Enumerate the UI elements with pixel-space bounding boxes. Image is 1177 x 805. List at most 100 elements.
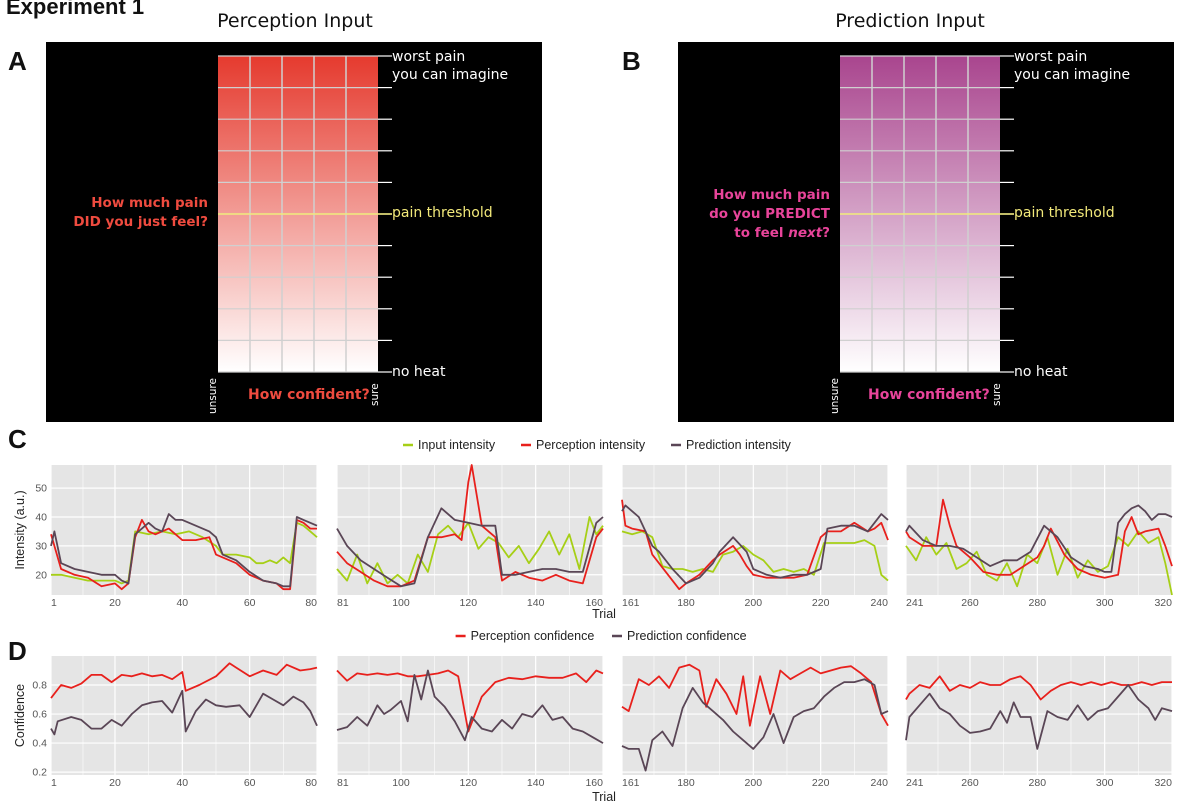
confidence-x-axis-label: Trial bbox=[592, 790, 616, 804]
intensity-y-axis-label: Intensity (a.u.) bbox=[13, 490, 27, 569]
prediction-question: How much pain do you PREDICT to feel nex… bbox=[709, 187, 830, 241]
experiment-title: Experiment 1 bbox=[6, 0, 145, 19]
series-line-perception-intensity bbox=[336, 464, 604, 588]
legend-label: Prediction confidence bbox=[627, 629, 747, 643]
x-tick-label: 20 bbox=[109, 597, 121, 609]
x-tick-label: 300 bbox=[1096, 777, 1114, 789]
x-tick-label: 1 bbox=[51, 597, 57, 609]
prediction-input-screen: worst pain you can imagine pain threshol… bbox=[678, 42, 1174, 422]
panel-letter-a: A bbox=[8, 46, 27, 76]
panel-letter-d: D bbox=[8, 636, 27, 666]
x-tick-label: 161 bbox=[622, 597, 640, 609]
confidence-panel-1: 1 20 40 60 80 0.2 0.4 0.6 0.8 bbox=[32, 656, 318, 789]
x-tick-label: 300 bbox=[1096, 597, 1114, 609]
plot-background bbox=[337, 656, 603, 775]
confidence-prompt: How confident? bbox=[868, 387, 990, 403]
x-tick-label: 220 bbox=[812, 597, 830, 609]
x-tick-label: 200 bbox=[745, 777, 763, 789]
y-tick-label: 0.2 bbox=[32, 767, 47, 779]
series-line-perception-confidence bbox=[905, 675, 1172, 701]
x-tick-label: 120 bbox=[460, 597, 478, 609]
series-line-prediction-intensity bbox=[50, 513, 318, 588]
legend-label: Perception confidence bbox=[471, 629, 595, 643]
x-tick-label: 320 bbox=[1154, 777, 1172, 789]
perception-input-title: Perception Input bbox=[217, 10, 373, 32]
x-tick-label: 81 bbox=[337, 597, 349, 609]
y-tick-label: 0.6 bbox=[32, 709, 47, 721]
prediction-input-title: Prediction Input bbox=[835, 10, 985, 32]
x-tick-label: 100 bbox=[392, 777, 410, 789]
x-tick-label: 280 bbox=[1029, 597, 1047, 609]
series-line-prediction-confidence bbox=[621, 678, 889, 772]
x-tick-label: 280 bbox=[1029, 777, 1047, 789]
x-tick-label: 180 bbox=[677, 597, 695, 609]
intensity-x-axis-label: Trial bbox=[592, 607, 616, 621]
y-tick-label: 30 bbox=[35, 540, 47, 552]
x-tick-label: 180 bbox=[677, 777, 695, 789]
legend-label: Perception intensity bbox=[536, 438, 646, 452]
x-tick-label: 241 bbox=[906, 777, 924, 789]
plot-background bbox=[337, 465, 603, 595]
plot-background bbox=[51, 465, 317, 595]
series-line-perception-confidence bbox=[336, 669, 604, 733]
x-tick-label: 200 bbox=[745, 597, 763, 609]
next-word: next bbox=[788, 225, 823, 241]
x-tick-label: 81 bbox=[337, 777, 349, 789]
y-tick-label: 40 bbox=[35, 512, 47, 524]
series-line-prediction-intensity bbox=[336, 507, 604, 588]
plot-background bbox=[622, 656, 888, 775]
x-tick-label: 260 bbox=[961, 597, 979, 609]
x-tick-label: 140 bbox=[527, 597, 545, 609]
pain-threshold-label: pain threshold bbox=[392, 205, 493, 221]
worst-pain-label: worst pain you can imagine bbox=[1014, 49, 1131, 83]
series-line-prediction-intensity bbox=[621, 504, 889, 585]
x-tick-label: 100 bbox=[392, 597, 410, 609]
perception-question: How much pain DID you just feel? bbox=[73, 195, 208, 230]
y-tick-label: 0.8 bbox=[32, 680, 47, 692]
series-line-perception-confidence bbox=[50, 662, 318, 699]
plot-background bbox=[906, 465, 1172, 595]
no-heat-label: no heat bbox=[392, 364, 446, 380]
x-tick-label: 241 bbox=[906, 597, 924, 609]
series-line-perception-confidence bbox=[621, 663, 889, 727]
panel-letter-c: C bbox=[8, 424, 27, 454]
y-tick-label: 0.4 bbox=[32, 738, 47, 750]
panel-letter-b: B bbox=[622, 46, 641, 76]
intensity-panel-1: 1 20 40 60 80 20 30 40 50 bbox=[35, 465, 318, 609]
x-tick-label: 40 bbox=[176, 777, 188, 789]
intensity-panel-2: 81 100 120 140 160 bbox=[336, 464, 604, 609]
x-tick-label: 160 bbox=[585, 777, 603, 789]
x-tick-label: 40 bbox=[176, 597, 188, 609]
series-line-prediction-confidence bbox=[905, 684, 1173, 750]
x-tick-label: 1 bbox=[51, 777, 57, 789]
legend-label: Prediction intensity bbox=[686, 438, 792, 452]
confidence-legend: Perception confidence Prediction confiden… bbox=[455, 629, 747, 643]
series-line-input-intensity bbox=[336, 516, 604, 585]
worst-pain-label: worst pain you can imagine bbox=[392, 49, 509, 83]
legend-label: Input intensity bbox=[418, 438, 496, 452]
series-line-perception-intensity bbox=[50, 519, 317, 591]
x-tick-label: 80 bbox=[305, 597, 317, 609]
confidence-panel-4: 241 260 280 300 320 bbox=[905, 656, 1173, 789]
x-tick-label: 120 bbox=[460, 777, 478, 789]
no-heat-label: no heat bbox=[1014, 364, 1068, 380]
perception-rating-scale[interactable] bbox=[218, 55, 392, 373]
x-tick-label: 60 bbox=[244, 597, 256, 609]
perception-input-screen: worst pain you can imagine pain threshol… bbox=[46, 42, 542, 422]
x-tick-label: 60 bbox=[244, 777, 256, 789]
confidence-panel-3: 161 180 200 220 240 bbox=[621, 656, 889, 789]
confidence-panel-2: 81 100 120 140 160 bbox=[336, 656, 604, 789]
confidence-y-axis-label: Confidence bbox=[13, 684, 27, 747]
x-tick-label: 161 bbox=[622, 777, 640, 789]
series-line-prediction-confidence bbox=[50, 689, 318, 736]
prediction-rating-scale[interactable] bbox=[840, 55, 1014, 373]
x-tick-label: 240 bbox=[870, 777, 888, 789]
pain-threshold-label: pain threshold bbox=[1014, 205, 1115, 221]
series-line-prediction-intensity bbox=[905, 504, 1173, 573]
intensity-panel-3: 161 180 200 220 240 bbox=[621, 465, 889, 609]
series-line-perception-intensity bbox=[905, 498, 1173, 579]
x-tick-label: 320 bbox=[1154, 597, 1172, 609]
series-line-perception-intensity bbox=[621, 499, 889, 591]
y-tick-label: 20 bbox=[35, 569, 47, 581]
